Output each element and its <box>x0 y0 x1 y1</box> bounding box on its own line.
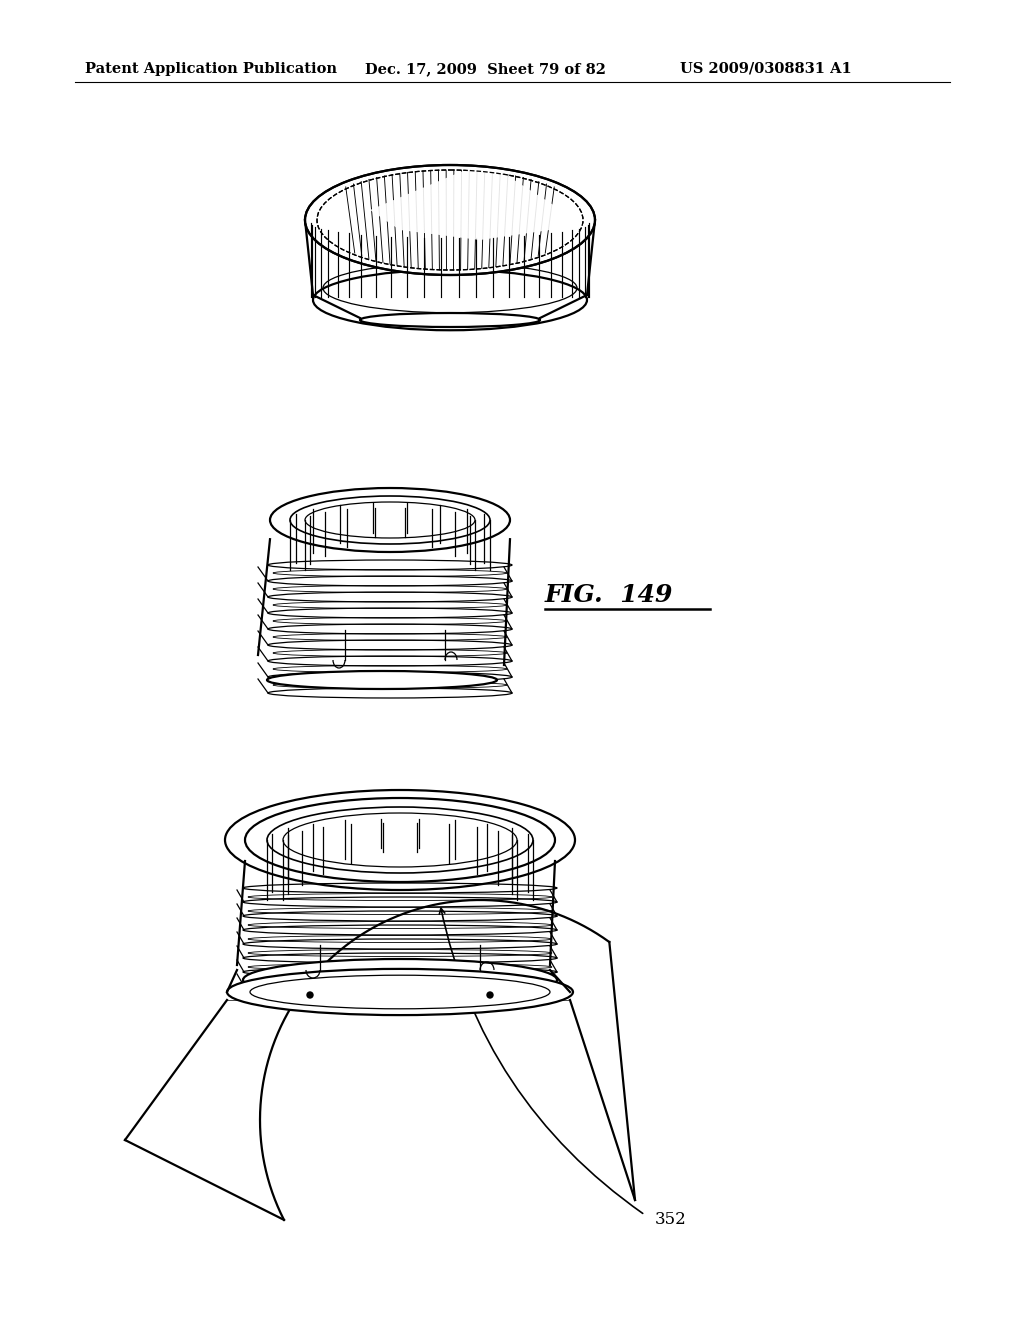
Text: 352: 352 <box>655 1212 687 1229</box>
Text: Patent Application Publication: Patent Application Publication <box>85 62 337 77</box>
Text: Dec. 17, 2009  Sheet 79 of 82: Dec. 17, 2009 Sheet 79 of 82 <box>365 62 606 77</box>
Text: FIG.  149: FIG. 149 <box>545 583 674 607</box>
Ellipse shape <box>243 960 557 1001</box>
Polygon shape <box>370 168 585 240</box>
Ellipse shape <box>305 165 595 275</box>
Ellipse shape <box>270 488 510 552</box>
Circle shape <box>487 993 493 998</box>
Ellipse shape <box>225 789 575 890</box>
Ellipse shape <box>267 671 497 689</box>
Text: US 2009/0308831 A1: US 2009/0308831 A1 <box>680 62 852 77</box>
Ellipse shape <box>245 799 555 882</box>
Ellipse shape <box>313 269 587 330</box>
Ellipse shape <box>227 969 573 1015</box>
Circle shape <box>307 993 313 998</box>
Ellipse shape <box>267 807 534 873</box>
Ellipse shape <box>290 496 490 544</box>
Ellipse shape <box>360 313 540 327</box>
